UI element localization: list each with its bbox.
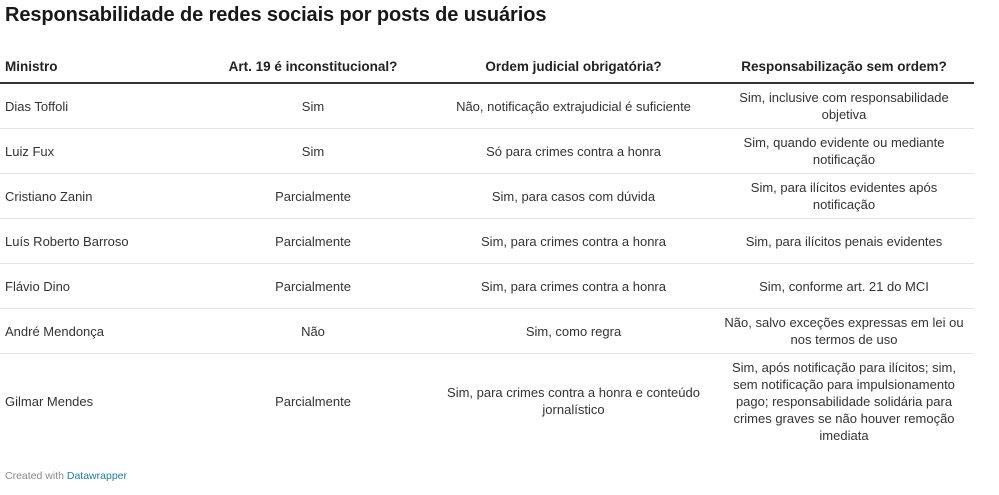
column-header-ordem-judicial[interactable]: Ordem judicial obrigatória? xyxy=(433,51,714,84)
cell-ministro: Flávio Dino xyxy=(0,263,193,309)
cell-ordem-judicial: Só para crimes contra a honra xyxy=(433,128,714,174)
cell-art19: Sim xyxy=(193,83,433,129)
cell-ordem-judicial: Sim, para casos com dúvida xyxy=(433,173,714,219)
table-row: André Mendonça Não Sim, como regra Não, … xyxy=(0,308,974,354)
cell-ministro: Dias Toffoli xyxy=(0,83,193,129)
table-header-row: Ministro Art. 19 é inconstitucional? Ord… xyxy=(0,51,974,84)
credit-prefix: Created with xyxy=(5,470,64,482)
table-row: Dias Toffoli Sim Não, notificação extraj… xyxy=(0,83,974,129)
cell-ministro: André Mendonça xyxy=(0,308,193,354)
cell-ordem-judicial: Sim, para crimes contra a honra xyxy=(433,263,714,309)
column-header-ministro[interactable]: Ministro xyxy=(0,51,193,84)
credit-footer: Created with Datawrapper xyxy=(5,470,127,482)
table-row: Flávio Dino Parcialmente Sim, para crime… xyxy=(0,263,974,309)
cell-ministro: Luiz Fux xyxy=(0,128,193,174)
table-row: Gilmar Mendes Parcialmente Sim, para cri… xyxy=(0,354,974,449)
table-row: Luiz Fux Sim Só para crimes contra a hon… xyxy=(0,128,974,174)
cell-responsabilizacao: Sim, após notificação para ilícitos; sim… xyxy=(732,359,956,443)
cell-art19: Sim xyxy=(193,128,433,174)
cell-art19: Não xyxy=(193,308,433,354)
cell-responsabilizacao: Sim, para ilícitos penais evidentes xyxy=(714,218,974,264)
cell-ministro: Cristiano Zanin xyxy=(0,173,193,219)
table-row: Cristiano Zanin Parcialmente Sim, para c… xyxy=(0,173,974,219)
cell-ministro: Gilmar Mendes xyxy=(5,393,94,409)
cell-art19: Parcialmente xyxy=(193,218,433,264)
column-header-art19[interactable]: Art. 19 é inconstitucional? xyxy=(193,51,433,84)
cell-art19: Parcialmente xyxy=(193,263,433,309)
cell-responsabilizacao: Sim, quando evidente ou mediante notific… xyxy=(714,128,974,174)
cell-ordem-judicial: Sim, para crimes contra a honra e conteú… xyxy=(447,385,700,417)
cell-ordem-judicial: Sim, para crimes contra a honra xyxy=(433,218,714,264)
table-row: Luís Roberto Barroso Parcialmente Sim, p… xyxy=(0,218,974,264)
data-table: Ministro Art. 19 é inconstitucional? Ord… xyxy=(0,51,974,448)
cell-ministro: Luís Roberto Barroso xyxy=(0,218,193,264)
column-header-responsabilizacao[interactable]: Responsabilização sem ordem? xyxy=(714,51,974,84)
datawrapper-link[interactable]: Datawrapper xyxy=(66,470,127,482)
cell-responsabilizacao: Sim, inclusive com responsabilidade obje… xyxy=(714,83,974,129)
cell-art19: Parcialmente xyxy=(193,173,433,219)
cell-ordem-judicial: Não, notificação extrajudicial é suficie… xyxy=(433,83,714,129)
cell-responsabilizacao: Sim, para ilícitos evidentes após notifi… xyxy=(714,173,974,219)
cell-ordem-judicial: Sim, como regra xyxy=(433,308,714,354)
cell-responsabilizacao: Sim, conforme art. 21 do MCI xyxy=(714,263,974,309)
cell-art19: Parcialmente xyxy=(275,393,351,409)
page-title: Responsabilidade de redes sociais por po… xyxy=(5,4,547,26)
cell-responsabilizacao: Não, salvo exceções expressas em lei ou … xyxy=(714,308,974,354)
